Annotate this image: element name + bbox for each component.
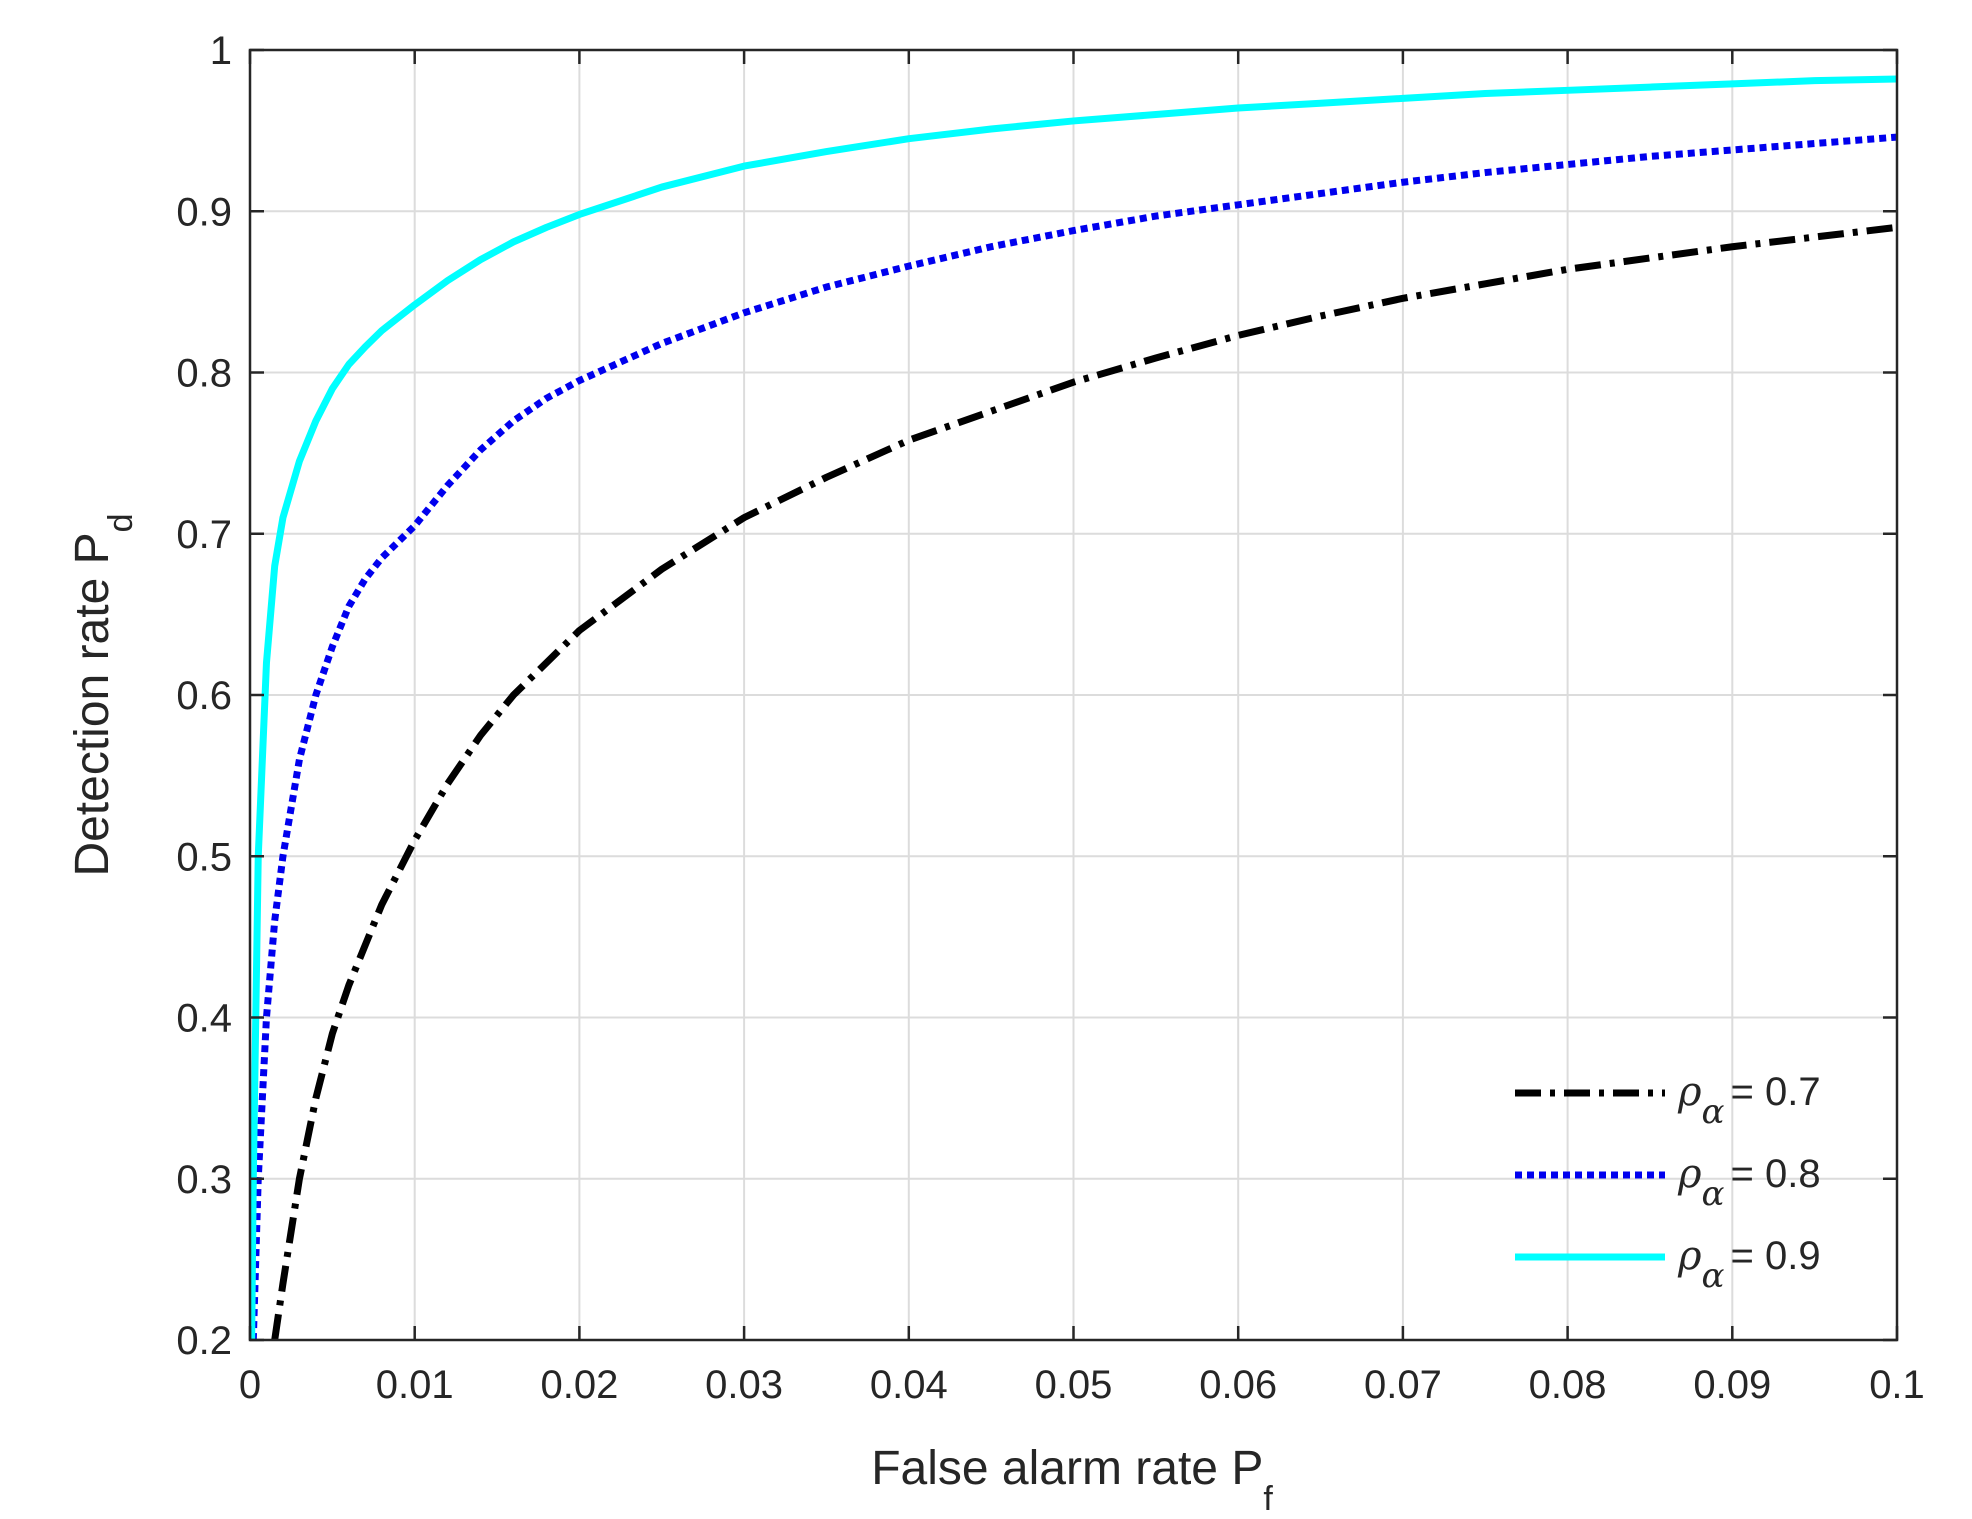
x-tick-label: 0.05: [1035, 1363, 1113, 1407]
legend-entry-2: ρα = 0.8: [1677, 1151, 1821, 1214]
x-tick-label: 0.08: [1529, 1363, 1607, 1407]
x-tick-label: 0.1: [1869, 1363, 1925, 1407]
y-tick-label: 0.5: [176, 835, 232, 879]
x-axis-label: False alarm rate Pf: [871, 1442, 1273, 1518]
y-axis-label-subscript: d: [102, 513, 140, 532]
y-tick-label: 0.4: [176, 997, 232, 1041]
x-tick-label: 0.02: [540, 1363, 618, 1407]
series-line-2: [250, 133, 1897, 1340]
y-tick-label: 1: [210, 29, 232, 73]
y-tick-label: 0.3: [176, 1158, 232, 1202]
x-tick-label: 0.01: [376, 1363, 454, 1407]
legend-value: = 0.8: [1730, 1152, 1820, 1196]
x-axis-label-subscript: f: [1263, 1480, 1273, 1518]
series-group: [250, 75, 1897, 1340]
x-tick-label: 0.07: [1364, 1363, 1442, 1407]
x-tick-label: 0: [239, 1363, 261, 1407]
y-tick-label: 0.7: [176, 513, 232, 557]
legend-entry-3: ρα = 0.9: [1677, 1233, 1821, 1296]
y-axis-label: Detection rate Pd: [66, 513, 140, 876]
y-tick-label: 0.2: [176, 1319, 232, 1363]
legend-value: = 0.9: [1730, 1234, 1820, 1278]
x-tick-label: 0.04: [870, 1363, 948, 1407]
y-tick-label: 0.6: [176, 674, 232, 718]
x-tick-label: 0.03: [705, 1363, 783, 1407]
legend-subscript: α: [1702, 1256, 1725, 1296]
grid: [250, 50, 1897, 1340]
y-tick-label: 0.8: [176, 352, 232, 396]
series-line-3: [250, 75, 1897, 1340]
legend: ρα = 0.7ρα = 0.8ρα = 0.9: [1515, 1069, 1821, 1296]
legend-subscript: α: [1702, 1092, 1725, 1132]
ticks: 0 0.01 0.02 0.03 0.04 0.05 0.06 0.07 0.08 0.09 0.1…: [176, 29, 1924, 1407]
x-tick-label: 0.09: [1693, 1363, 1771, 1407]
legend-symbol: ρ: [1677, 1151, 1702, 1197]
legend-symbol: ρ: [1677, 1069, 1702, 1115]
legend-symbol: ρ: [1677, 1233, 1702, 1279]
legend-value: = 0.7: [1730, 1070, 1820, 1114]
x-tick-label: 0.06: [1199, 1363, 1277, 1407]
x-axis-label-main: False alarm rate P: [871, 1442, 1263, 1495]
y-tick-label: 0.9: [176, 190, 232, 234]
y-axis-label-main: Detection rate P: [66, 532, 119, 876]
series-line-1: [271, 223, 1897, 1340]
legend-entry-1: ρα = 0.7: [1677, 1069, 1821, 1132]
legend-subscript: α: [1702, 1174, 1725, 1214]
